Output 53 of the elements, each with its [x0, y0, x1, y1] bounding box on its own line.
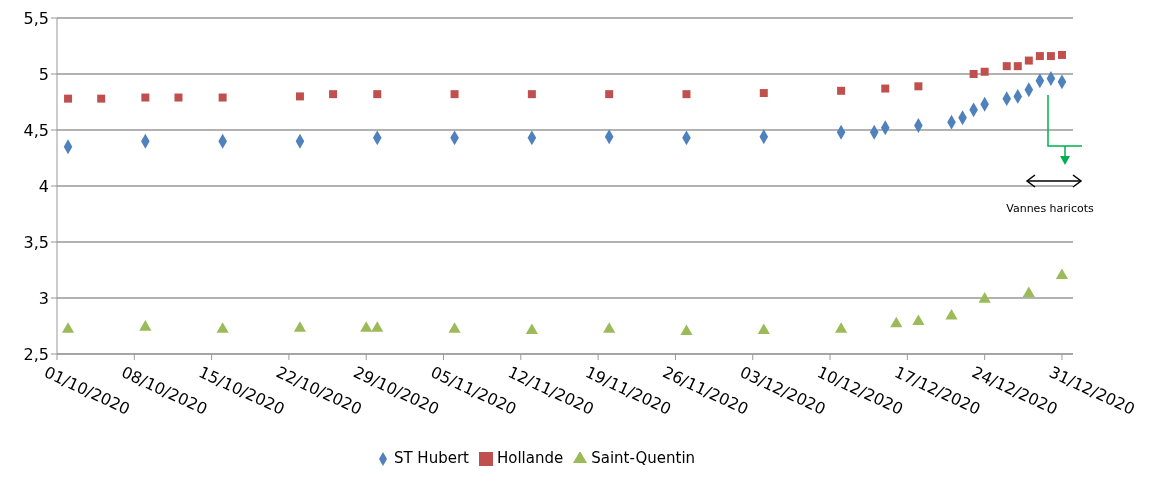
- point: [329, 90, 338, 99]
- point: [216, 322, 229, 333]
- point: [914, 82, 923, 91]
- y-tick-label: 4,5: [23, 120, 49, 140]
- y-tick-label: 5,5: [23, 8, 49, 28]
- point: [980, 67, 989, 76]
- point: [890, 316, 903, 328]
- y-tick-label: 5: [38, 64, 49, 84]
- point: [605, 90, 614, 99]
- point: [373, 90, 382, 99]
- y-tick-label: 4: [38, 176, 49, 196]
- point: [757, 323, 770, 334]
- point: [218, 93, 227, 102]
- point: [139, 320, 152, 331]
- point: [603, 322, 616, 333]
- point: [1035, 52, 1044, 61]
- point: [61, 322, 75, 333]
- point: [448, 322, 461, 333]
- legend-label: ST Hubert: [393, 449, 469, 467]
- point: [295, 92, 304, 101]
- point: [1046, 52, 1055, 61]
- point: [525, 323, 538, 334]
- point: [682, 90, 691, 99]
- point: [1002, 62, 1011, 71]
- point: [360, 321, 373, 332]
- y-tick-label: 3,5: [23, 232, 49, 252]
- point: [969, 70, 978, 78]
- annotation: Vannes haricots: [1006, 202, 1094, 215]
- legend-label: Hollande: [496, 449, 564, 467]
- point: [680, 324, 693, 336]
- point: [1013, 62, 1022, 71]
- point: [945, 308, 958, 320]
- point: [1057, 50, 1066, 59]
- point: [978, 292, 991, 303]
- point: [450, 90, 459, 99]
- y-tick-label: 2,5: [23, 344, 49, 364]
- point: [835, 322, 848, 333]
- point: [371, 321, 384, 332]
- point: [1022, 286, 1035, 298]
- legend-label: Saint-Quentin: [591, 449, 696, 467]
- point: [293, 321, 307, 332]
- point: [759, 89, 768, 98]
- point: [64, 94, 73, 103]
- point: [1055, 268, 1069, 280]
- point: [174, 93, 183, 102]
- point: [1024, 56, 1033, 65]
- point: [527, 90, 536, 99]
- point: [837, 86, 846, 95]
- point: [97, 94, 106, 103]
- point: [881, 84, 890, 93]
- point: [912, 314, 925, 326]
- y-tick-label: 3: [38, 288, 49, 308]
- point: [141, 93, 150, 102]
